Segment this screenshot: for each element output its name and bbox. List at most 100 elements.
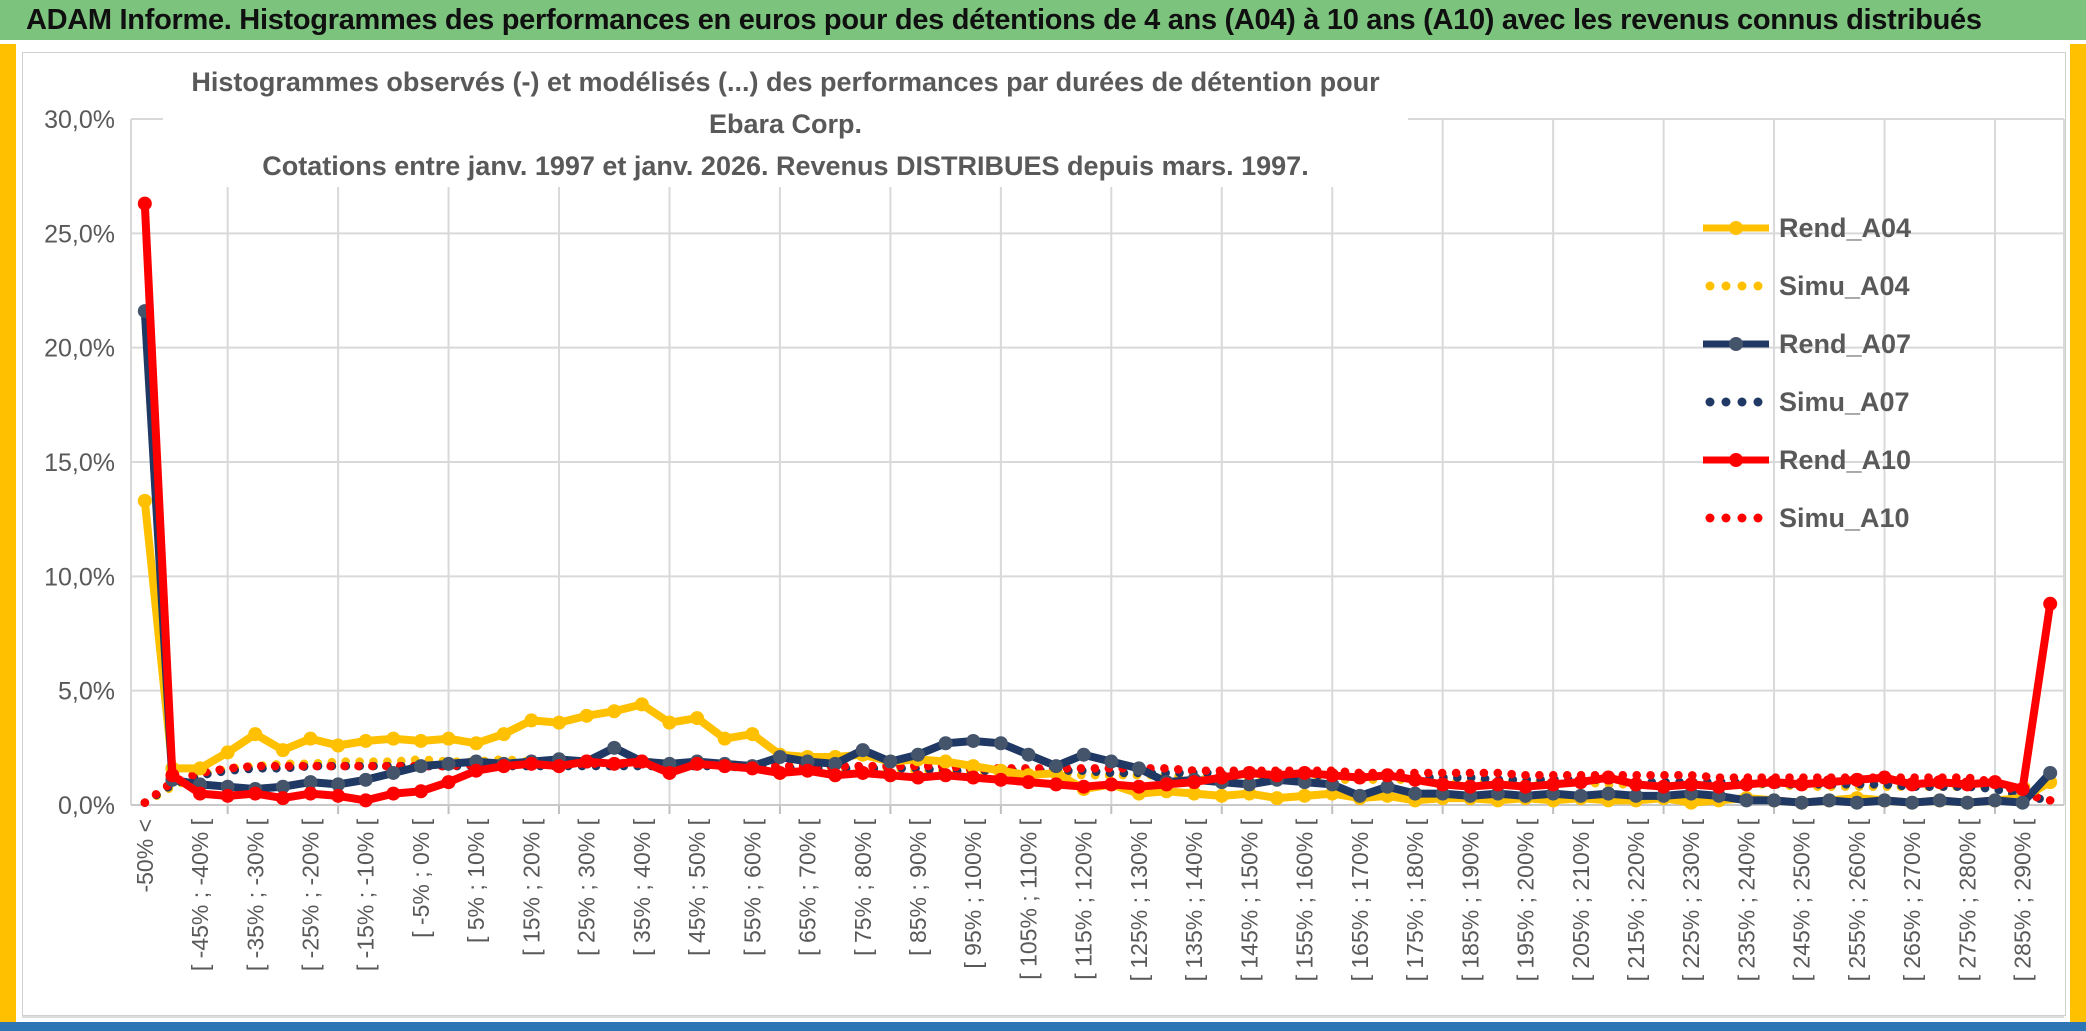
- marker-Rend_A10: [772, 765, 787, 780]
- legend-item-Simu_A07[interactable]: Simu_A07: [1703, 373, 1911, 431]
- legend-label: Rend_A10: [1779, 444, 1912, 475]
- x-axis-label: [ -35% ; -30% [: [242, 818, 268, 971]
- series-Rend_A07: [140, 310, 2054, 807]
- marker-Rend_A10: [1049, 777, 1064, 792]
- marker-Rend_A04: [441, 731, 456, 746]
- marker-Rend_A10: [1711, 779, 1726, 794]
- chart-object[interactable]: 0,0% 5,0% 10,0% 15,0% 20,0% 25,0% 30,0% -50% < […: [22, 52, 2066, 1016]
- bottom-hairline: [22, 1016, 2064, 1018]
- marker-Rend_A10: [1435, 777, 1450, 792]
- marker-Rend_A10: [1877, 770, 1892, 785]
- window-title: ADAM Informe. Histogrammes des performan…: [26, 3, 1982, 36]
- marker-Rend_A04: [275, 743, 290, 758]
- marker-Rend_A07: [855, 743, 870, 758]
- legend-swatch-dotted: [1705, 513, 1763, 523]
- marker-Rend_A07: [331, 777, 346, 792]
- x-axis-label: [ 105% ; 110% [: [1015, 818, 1041, 979]
- marker-Rend_A07: [1021, 747, 1036, 762]
- marker-Rend_A10: [662, 765, 677, 780]
- marker-Rend_A10: [855, 765, 870, 780]
- y-axis-label: 15,0%: [44, 449, 115, 477]
- x-axis-label: [ 135% ; 140% [: [1181, 818, 1207, 981]
- marker-Rend_A04: [386, 731, 401, 746]
- x-axis-label: [ 35% ; 40% [: [629, 818, 655, 955]
- marker-Rend_A07: [1767, 793, 1782, 808]
- marker-Rend_A10: [966, 770, 981, 785]
- x-axis-label: [ 195% ; 200% [: [1513, 818, 1539, 981]
- marker-Rend_A10: [248, 786, 263, 801]
- legend-item-Simu_A10[interactable]: Simu_A10: [1703, 489, 1911, 547]
- marker-Rend_A04: [938, 754, 953, 769]
- marker-Rend_A07: [2015, 795, 2030, 810]
- legend-item-Rend_A07[interactable]: Rend_A07: [1703, 315, 1911, 373]
- marker-Rend_A10: [1601, 770, 1616, 785]
- marker-Rend_A07: [1960, 795, 1975, 810]
- marker-Rend_A10: [993, 772, 1008, 787]
- marker-Rend_A10: [1656, 779, 1671, 794]
- marker-Rend_A10: [1159, 777, 1174, 792]
- marker-Rend_A07: [413, 759, 428, 774]
- x-axis-label: [ 225% ; 230% [: [1678, 818, 1704, 981]
- marker-Rend_A07: [1822, 793, 1837, 808]
- marker-Rend_A10: [193, 786, 208, 801]
- legend-item-Rend_A10[interactable]: Rend_A10: [1703, 431, 1911, 489]
- x-axis-label: [ 5% ; 10% [: [463, 818, 489, 943]
- x-axis-label: [ 95% ; 100% [: [960, 818, 986, 968]
- legend-swatch-dotted: [1705, 397, 1763, 407]
- y-axis-label: 20,0%: [44, 335, 115, 363]
- marker-Rend_A07: [772, 749, 787, 764]
- window-title-bar: ADAM Informe. Histogrammes des performan…: [0, 0, 2086, 42]
- y-axis-label: 25,0%: [44, 220, 115, 248]
- marker-Rend_A10: [441, 775, 456, 790]
- marker-Rend_A07: [386, 765, 401, 780]
- legend-label: Rend_A07: [1779, 328, 1912, 359]
- marker-Rend_A07: [303, 775, 318, 790]
- marker-Rend_A10: [1573, 775, 1588, 790]
- x-axis-label: [ -45% ; -40% [: [187, 818, 213, 971]
- left-edge-strip: [0, 44, 16, 1031]
- x-axis-label: [ 245% ; 250% [: [1789, 818, 1815, 981]
- legend-item-Simu_A04[interactable]: Simu_A04: [1703, 257, 1911, 315]
- x-axis-label: [ 185% ; 190% [: [1457, 818, 1483, 981]
- marker-Rend_A04: [331, 738, 346, 753]
- marker-Rend_A10: [358, 793, 373, 808]
- x-axis-label: [ 165% ; 170% [: [1347, 818, 1373, 981]
- x-axis-label: [ 145% ; 150% [: [1236, 818, 1262, 981]
- marker-Rend_A04: [1269, 791, 1284, 806]
- x-axis-label: [ 205% ; 210% [: [1568, 818, 1594, 981]
- marker-Rend_A04: [634, 697, 649, 712]
- x-axis-label: [ 275% ; 280% [: [1954, 818, 1980, 981]
- marker-Rend_A04: [607, 704, 622, 719]
- marker-Rend_A07: [1987, 793, 2002, 808]
- chart-legend: Rend_A04 Simu_A04 Rend_A07 Simu_A07 Rend_A10…: [1703, 199, 1911, 547]
- marker-Rend_A10: [1767, 775, 1782, 790]
- series-Rend_A10: [140, 203, 2055, 805]
- marker-Rend_A10: [800, 763, 815, 778]
- x-axis-label: [ 155% ; 160% [: [1292, 818, 1318, 981]
- marker-Rend_A10: [2015, 781, 2030, 796]
- marker-Rend_A07: [993, 736, 1008, 751]
- x-axis-label: [ 15% ; 20% [: [518, 818, 544, 955]
- x-axis-label: [ 125% ; 130% [: [1126, 818, 1152, 981]
- marker-Rend_A10: [1325, 768, 1340, 783]
- marker-Rend_A10: [413, 784, 428, 799]
- legend-item-Rend_A04[interactable]: Rend_A04: [1703, 199, 1911, 257]
- marker-Rend_A10: [496, 759, 511, 774]
- marker-Rend_A07: [1601, 786, 1616, 801]
- marker-Rend_A04: [662, 715, 677, 730]
- x-axis-label: [ 285% ; 290% [: [2010, 818, 2036, 981]
- marker-Rend_A10: [828, 768, 843, 783]
- marker-Rend_A10: [2043, 596, 2058, 611]
- marker-Rend_A10: [220, 788, 235, 803]
- marker-Rend_A04: [248, 727, 263, 742]
- marker-Rend_A07: [1242, 777, 1257, 792]
- x-axis-label: [ -5% ; 0% [: [408, 818, 434, 937]
- marker-Rend_A07: [358, 772, 373, 787]
- marker-Rend_A10: [524, 756, 539, 771]
- marker-Rend_A04: [524, 713, 539, 728]
- marker-Rend_A07: [828, 756, 843, 771]
- marker-Rend_A10: [717, 759, 732, 774]
- marker-Rend_A10: [137, 196, 152, 211]
- marker-Rend_A10: [607, 756, 622, 771]
- marker-Rend_A07: [1352, 788, 1367, 803]
